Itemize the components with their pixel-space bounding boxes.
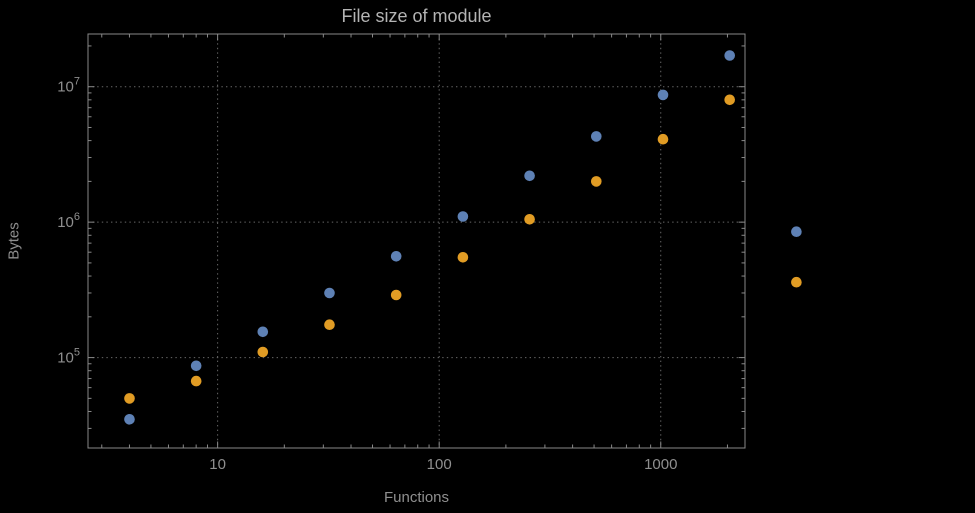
data-point-series-blue <box>257 326 269 338</box>
y-tick-label: 105 <box>57 347 80 367</box>
data-point-series-orange <box>124 393 135 404</box>
x-tick-label: 100 <box>427 456 452 473</box>
data-point-series-blue <box>724 50 735 61</box>
data-point-series-orange <box>791 276 802 288</box>
plot-frame <box>87 33 746 449</box>
data-point-series-blue <box>591 131 602 142</box>
data-point-series-blue <box>390 250 402 262</box>
data-point-series-orange <box>457 251 469 263</box>
y-axis-label: Bytes <box>5 222 23 260</box>
data-point-series-blue <box>190 360 202 372</box>
data-point-series-blue <box>791 226 802 237</box>
y-tick-label: 107 <box>57 76 80 96</box>
data-point-series-orange <box>390 289 402 301</box>
x-tick-label: 10 <box>209 456 226 473</box>
data-point-series-blue <box>524 170 535 182</box>
data-point-series-blue <box>457 211 469 222</box>
data-point-series-orange <box>657 133 669 145</box>
data-point-series-orange <box>524 214 535 225</box>
data-point-series-orange <box>257 346 269 358</box>
y-tick-label: 106 <box>57 211 80 231</box>
data-point-series-orange <box>190 375 202 387</box>
x-tick-label: 1000 <box>644 456 677 473</box>
chart-title: File size of module <box>341 6 492 26</box>
x-axis-label: Functions <box>383 489 450 506</box>
data-point-series-orange <box>724 94 735 106</box>
data-point-series-blue <box>124 414 135 425</box>
data-point-series-orange <box>591 176 602 187</box>
data-point-series-blue <box>324 287 335 299</box>
data-point-series-blue <box>657 89 669 101</box>
data-point-series-orange <box>324 319 335 331</box>
